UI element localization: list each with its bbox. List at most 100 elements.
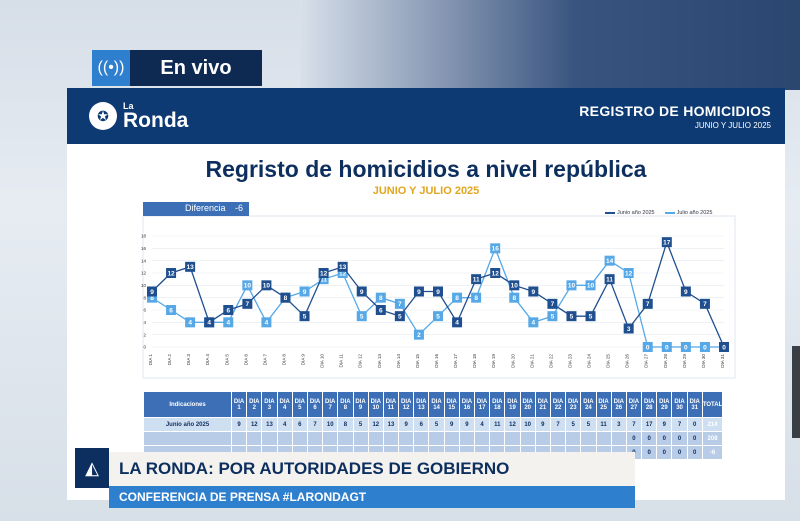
- y-tick-label: 4: [143, 320, 146, 325]
- data-point-marker: [471, 292, 482, 303]
- table-day-header: DIA 29: [656, 391, 673, 418]
- data-point-marker: [318, 268, 329, 278]
- legend-swatch-julio: [664, 212, 675, 214]
- x-tick-label: DIA 21: [529, 354, 534, 368]
- data-point-marker: [356, 311, 367, 322]
- data-label: 11: [473, 277, 480, 284]
- x-tick-label: DIA 15: [415, 354, 420, 368]
- y-tick-label: 0: [143, 345, 146, 350]
- table-row: Junio año 2025 9 12 13 4 6 7 10 8 5 12 13 9 6 5 9 9 4 11 12…: [143, 417, 724, 432]
- brand: ✪ La Ronda: [89, 101, 188, 131]
- table-cell: [398, 431, 415, 446]
- data-point-marker: [204, 317, 215, 328]
- data-label: 7: [398, 301, 402, 308]
- x-tick-label: DIA 5: [224, 354, 229, 366]
- table-cell: 12: [504, 417, 521, 432]
- data-point-marker: [394, 311, 405, 322]
- table-cell: [413, 431, 430, 446]
- table-cell: 5: [352, 417, 369, 432]
- y-tick-label: 16: [141, 246, 147, 251]
- data-label: 9: [417, 289, 421, 296]
- data-point-marker: [147, 286, 157, 297]
- x-tick-label: DIA 12: [358, 354, 363, 368]
- table-cell: 9: [443, 417, 460, 432]
- table-header-label: Indicaciones: [143, 391, 232, 418]
- table-cell: [473, 431, 491, 446]
- data-point-marker: [471, 274, 482, 285]
- data-table: Indicaciones DIA 1 DIA 2 DIA 3 DIA 4 DIA 5 DIA 6 DIA…: [143, 391, 724, 460]
- table-day-header: DIA 6: [306, 391, 324, 418]
- table-day-header: DIA 3: [261, 391, 278, 418]
- table-day-header: DIA 7: [322, 391, 339, 418]
- data-point-marker: [166, 305, 177, 315]
- data-point-marker: [661, 342, 672, 352]
- x-tick-label: DIA 9: [301, 354, 306, 366]
- data-label: 0: [665, 344, 669, 351]
- table-cell: [610, 431, 627, 446]
- y-tick-label: 8: [143, 295, 146, 300]
- data-point-marker: [223, 305, 234, 315]
- scrollbar[interactable]: [792, 346, 800, 438]
- x-tick-label: DIA 29: [682, 354, 687, 368]
- data-point-marker: [528, 317, 539, 328]
- government-seal-icon: ✪: [89, 102, 117, 130]
- table-cell: [322, 431, 339, 446]
- y-tick-label: 2: [143, 332, 146, 337]
- data-label: 5: [360, 314, 364, 321]
- table-cell: 3: [610, 417, 627, 432]
- data-label: 8: [150, 295, 154, 302]
- table-day-header: DIA 15: [443, 391, 460, 418]
- difference-box: Diferencia -6: [143, 202, 249, 216]
- table-cell: [489, 431, 506, 446]
- table-total-cell: -6: [701, 445, 724, 460]
- x-tick-label: DIA 14: [396, 354, 401, 368]
- data-point-marker: [242, 298, 253, 309]
- table-day-header: DIA 16: [458, 391, 476, 418]
- data-label: 13: [339, 264, 347, 271]
- table-cell: [595, 431, 612, 446]
- table-cell: 0: [686, 417, 703, 432]
- table-day-header: DIA 10: [367, 391, 384, 418]
- table-cell: 0: [656, 445, 673, 460]
- data-label: 7: [703, 301, 707, 308]
- table-day-header: DIA 22: [549, 391, 567, 418]
- x-tick-label: DIA 28: [663, 354, 668, 368]
- table-cell: [428, 431, 445, 446]
- table-cell: [549, 431, 567, 446]
- data-point-marker: [680, 286, 691, 297]
- legend-label-junio: Junio año 2025: [617, 210, 655, 216]
- data-point-marker: [623, 268, 634, 278]
- table-cell: 11: [489, 417, 506, 432]
- table-cell: [291, 431, 308, 446]
- data-point-marker: [699, 298, 710, 309]
- data-point-marker: [699, 342, 710, 352]
- y-tick-label: 10: [141, 283, 147, 288]
- x-tick-label: DIA 26: [625, 354, 630, 368]
- data-label: 12: [167, 270, 175, 277]
- data-label: 9: [360, 289, 364, 296]
- data-label: 10: [587, 283, 595, 290]
- data-label: 9: [150, 289, 154, 296]
- data-point-marker: [223, 317, 234, 328]
- table-day-header: DIA 1: [230, 391, 248, 418]
- table-total-cell: 214: [701, 417, 724, 432]
- data-label: 14: [606, 258, 614, 265]
- data-point-marker: [375, 292, 386, 303]
- data-point-marker: [661, 237, 672, 248]
- data-point-marker: [261, 280, 272, 291]
- table-cell: 10: [519, 417, 536, 432]
- legend-swatch-junio: [605, 212, 615, 214]
- table-cell: 9: [656, 417, 673, 432]
- header-subtitle: JUNIO Y JULIO 2025: [694, 120, 771, 130]
- data-label: 12: [320, 270, 328, 277]
- x-tick-label: DIA 20: [510, 354, 515, 368]
- chart-legend: Junio año 2025 Julio año 2025: [605, 210, 712, 216]
- channel-logo-icon: ◭: [75, 448, 109, 488]
- table-day-header: DIA 4: [276, 391, 293, 418]
- table-cell: [443, 431, 460, 446]
- x-tick-label: DIA 24: [587, 354, 592, 368]
- x-tick-label: DIA 6: [243, 354, 248, 366]
- table-cell: 8: [337, 417, 354, 432]
- data-label: 11: [606, 277, 613, 284]
